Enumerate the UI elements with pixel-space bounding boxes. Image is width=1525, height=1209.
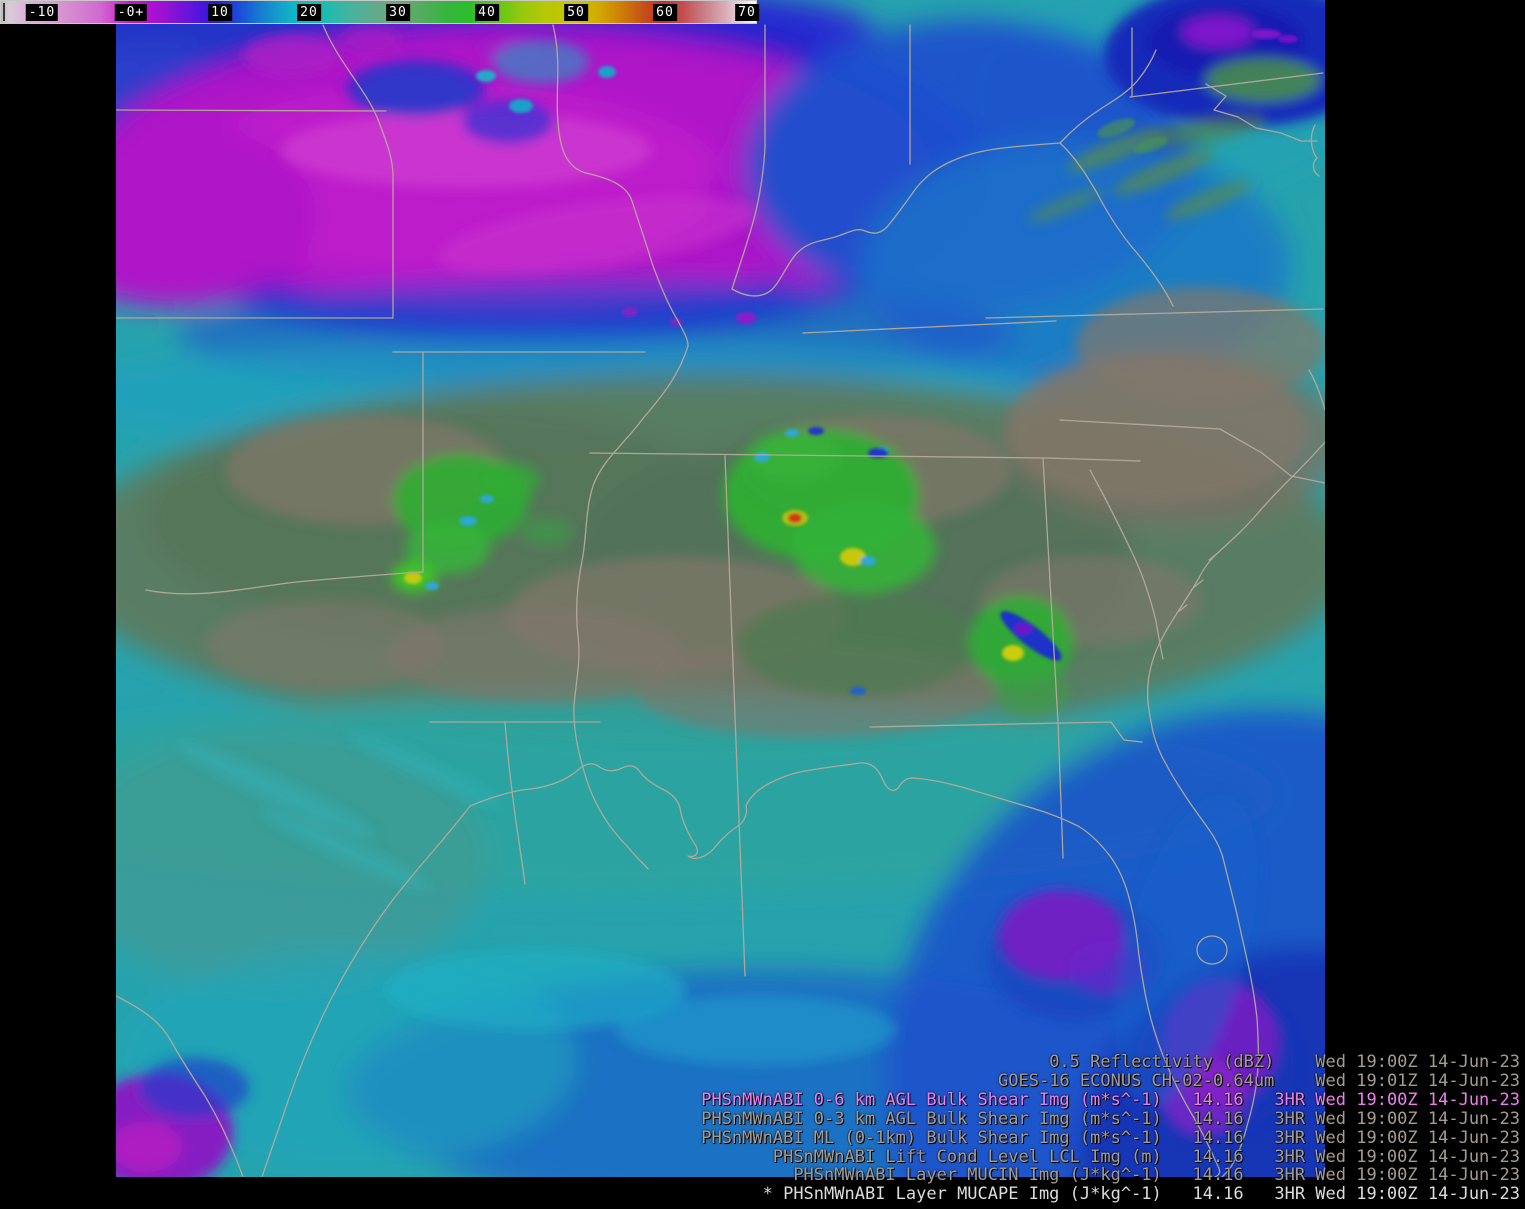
legend-line-bulk-shear-ml[interactable]: PHSnMWnABI ML (0-1km) Bulk Shear Img (m*… — [701, 1127, 1520, 1148]
colorbar-label: 30 — [386, 4, 410, 21]
legend-line-mucin[interactable]: PHSnMWnABI Layer MUCIN Img (J*kg^-1) 14.… — [793, 1165, 1520, 1186]
map-canvas[interactable] — [116, 0, 1325, 1177]
shear-field-medium-blobs — [116, 0, 1325, 1177]
shear-field-small-features — [404, 29, 1298, 695]
legend-line-mucape[interactable]: * PHSnMWnABI Layer MUCAPE Img (J*kg^-1) … — [762, 1184, 1520, 1205]
colorbar-label: 10 — [208, 4, 232, 21]
colorbar-left-tick — [3, 3, 5, 21]
colorbar-label: 70 — [735, 4, 759, 21]
colorbar-label: -10 — [25, 4, 59, 21]
legend-line-lcl[interactable]: PHSnMWnABI Lift Cond Level LCL Img (m) 1… — [772, 1146, 1520, 1167]
colorbar-label: 60 — [653, 4, 677, 21]
product-legend: 0.5 Reflectivity (dBZ) Wed 19:00Z 14-Jun… — [701, 1053, 1520, 1204]
colorbar-label: -0+ — [114, 4, 148, 21]
colorbar-label: 20 — [297, 4, 321, 21]
legend-line-reflectivity[interactable]: 0.5 Reflectivity (dBZ) Wed 19:00Z 14-Jun… — [1049, 1052, 1520, 1072]
colorbar-label: 40 — [475, 4, 499, 21]
legend-line-bulk-shear-0-3km[interactable]: PHSnMWnABI 0-3 km AGL Bulk Shear Img (m*… — [701, 1108, 1520, 1129]
colorbar-label: 50 — [564, 4, 588, 21]
legend-line-bulk-shear-0-6km[interactable]: PHSnMWnABI 0-6 km AGL Bulk Shear Img (m*… — [701, 1089, 1520, 1110]
colorbar: -10 -0+ 10 20 30 40 50 60 70 — [0, 0, 759, 24]
state-borders — [116, 24, 1325, 1177]
legend-line-goes16-ch02[interactable]: GOES-16 ECONUS CH-02-0.64um Wed 19:01Z 1… — [998, 1070, 1520, 1091]
